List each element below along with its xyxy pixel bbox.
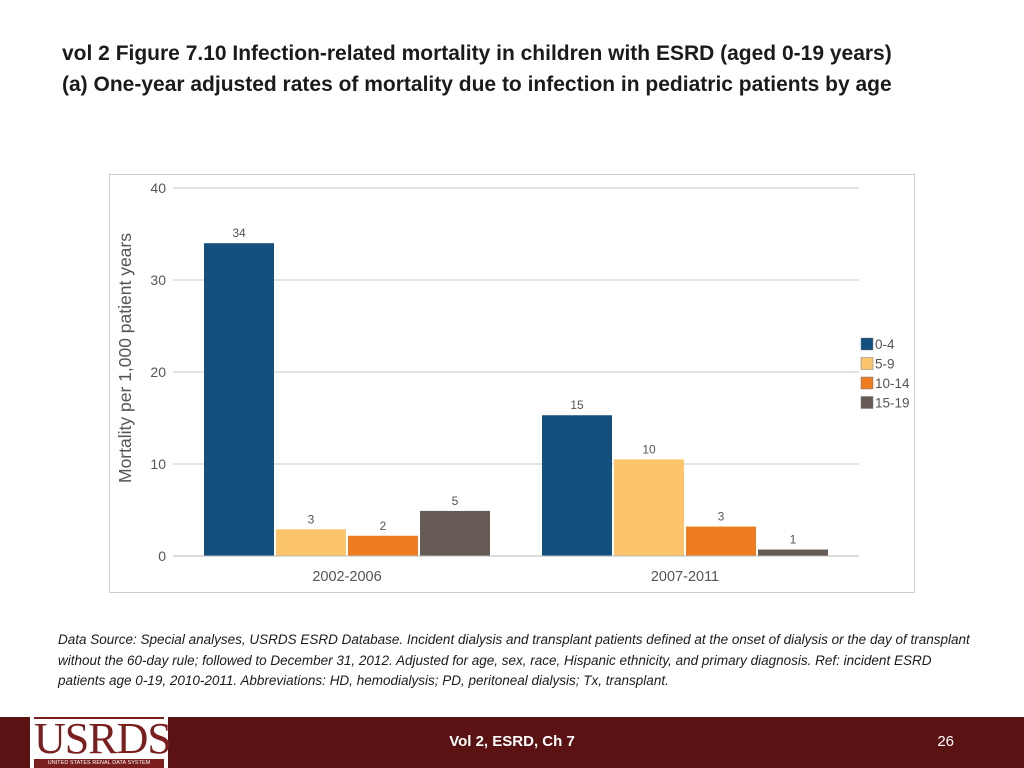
bar-data-label: 3 bbox=[308, 512, 315, 526]
legend-swatch bbox=[860, 376, 874, 390]
bar bbox=[348, 535, 418, 556]
footer-label: Vol 2, ESRD, Ch 7 bbox=[449, 733, 575, 750]
legend-label: 0-4 bbox=[875, 337, 895, 352]
bar-data-label: 10 bbox=[642, 442, 656, 456]
y-tick-label: 30 bbox=[150, 272, 166, 288]
bar-data-label: 15 bbox=[570, 398, 584, 412]
logo-subtitle: UNITED STATES RENAL DATA SYSTEM bbox=[34, 759, 164, 768]
y-tick-label: 0 bbox=[158, 548, 166, 564]
title-line-1: vol 2 Figure 7.10 Infection-related mort… bbox=[62, 42, 892, 65]
y-tick-label: 20 bbox=[150, 364, 166, 380]
footer-bar: Vol 2, ESRD, Ch 7 26 bbox=[0, 717, 1024, 768]
bar bbox=[276, 529, 346, 556]
bar-chart: 0 10 20 30 40 Mortality per 1,000 patient yea… bbox=[115, 180, 910, 585]
bar bbox=[204, 243, 274, 556]
bar bbox=[686, 526, 756, 556]
bar-data-label: 34 bbox=[232, 226, 246, 240]
bar-data-label: 5 bbox=[452, 494, 459, 508]
data-source-note: Data Source: Special analyses, USRDS ESR… bbox=[58, 632, 970, 688]
page-number: 26 bbox=[937, 733, 954, 750]
bar bbox=[614, 459, 684, 556]
bar-data-label: 1 bbox=[790, 533, 797, 547]
x-category-label: 2007-2011 bbox=[651, 569, 719, 585]
bar bbox=[542, 415, 612, 556]
title-line-2: (a) One-year adjusted rates of mortality… bbox=[62, 73, 892, 96]
y-tick-label: 10 bbox=[150, 456, 166, 472]
legend-swatch bbox=[860, 357, 874, 370]
legend-swatch bbox=[860, 337, 874, 351]
legend-swatch bbox=[860, 396, 874, 409]
y-axis-title: Mortality per 1,000 patient years bbox=[115, 233, 135, 483]
legend-label: 15-19 bbox=[875, 396, 910, 411]
x-category-label: 2002-2006 bbox=[312, 569, 381, 585]
legend-label: 5-9 bbox=[875, 357, 895, 372]
usrds-logo: USRDS UNITED STATES RENAL DATA SYSTEM bbox=[30, 713, 172, 768]
logo-rule bbox=[34, 717, 164, 719]
bar-data-label: 3 bbox=[718, 510, 725, 524]
legend-label: 10-14 bbox=[875, 376, 910, 391]
slide-title: vol 2 Figure 7.10 Infection-related mort… bbox=[62, 38, 1002, 100]
bar bbox=[420, 510, 490, 556]
y-tick-label: 40 bbox=[150, 180, 166, 196]
bar-data-label: 2 bbox=[380, 519, 387, 533]
logo-wordmark: USRDS bbox=[34, 714, 172, 763]
bar bbox=[758, 549, 828, 556]
